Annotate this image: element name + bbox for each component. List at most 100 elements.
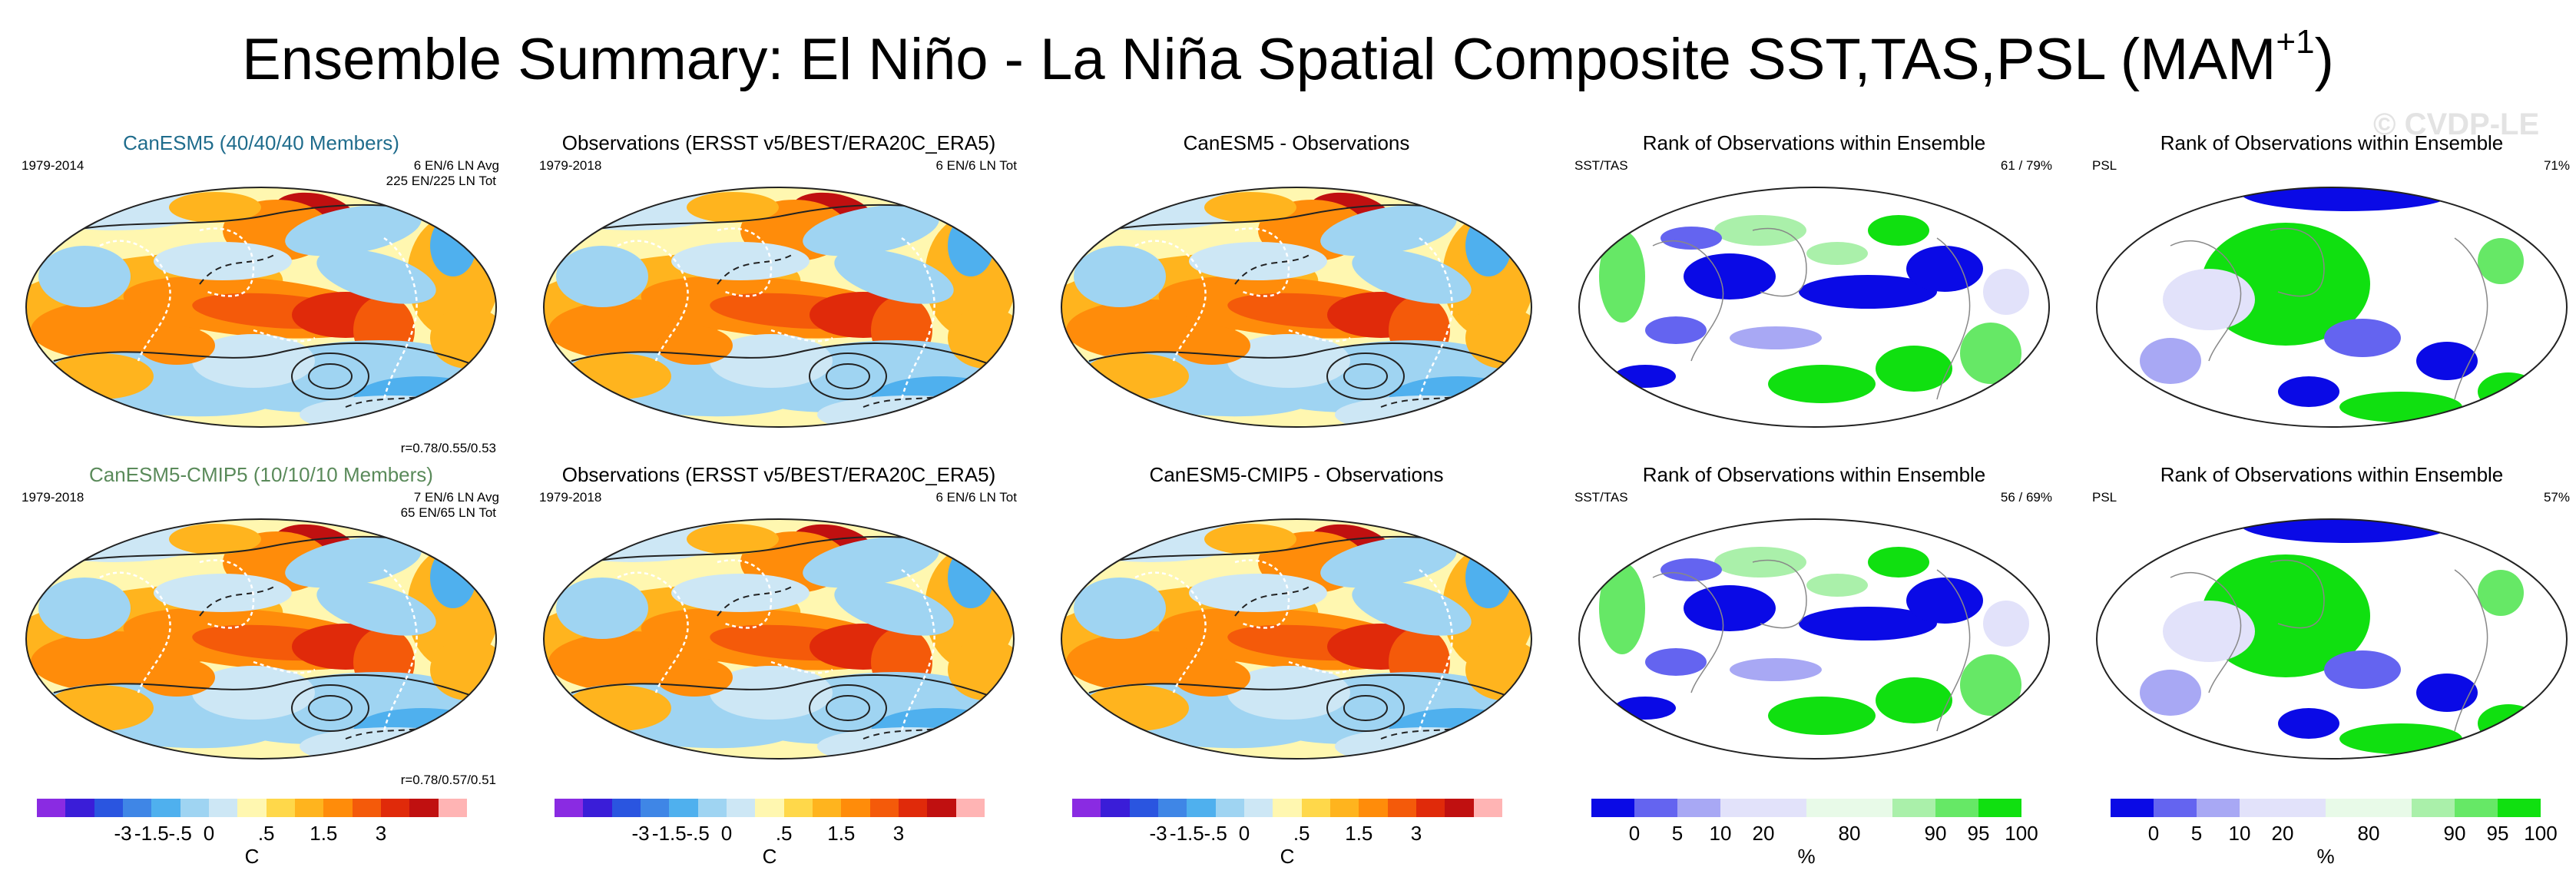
colorbar-swatch <box>1763 799 1806 817</box>
sst-anomaly-region <box>285 536 422 588</box>
panel-right-label: 7 EN/6 LN Avg <box>413 490 499 505</box>
colorbar-tick-label: 0 <box>1628 822 1641 845</box>
sst-anomaly-region <box>138 326 215 365</box>
rank-region <box>1868 215 1929 246</box>
sst-anomaly-region <box>687 524 779 554</box>
colorbar-swatch <box>1187 799 1216 817</box>
psl-contours <box>1073 535 1520 740</box>
sst-anomaly-region <box>46 685 154 731</box>
colorbar-tick-label: -1.5 <box>651 822 687 845</box>
rank-region <box>2240 519 2455 543</box>
colorbar-tick-label: 90 <box>1924 822 1947 845</box>
map-boundary <box>1061 187 1532 428</box>
rank-region <box>2416 342 2478 380</box>
sst-field <box>544 519 1014 759</box>
panel-title: Rank of Observations within Ensemble <box>1642 463 1986 486</box>
colorbar-tick-label: 0 <box>720 822 733 845</box>
colorbar-swatch <box>2197 799 2240 817</box>
panel-left-label: SST/TAS <box>1574 158 1628 173</box>
panel-right-label: 71% <box>2543 158 2570 173</box>
panel-right-label-2: 65 EN/65 LN Tot <box>400 505 496 520</box>
colorbar-swatch <box>2369 799 2412 817</box>
colorbar-swatch <box>2283 799 2326 817</box>
sst-anomaly-region <box>834 581 954 636</box>
colorbar-swatch <box>151 799 180 817</box>
panel-left-label: 1979-2014 <box>22 158 84 173</box>
rank-region <box>1730 658 1822 681</box>
colorbar-tick-label: 0 <box>1238 822 1250 845</box>
colorbar-tick-label: 80 <box>1838 822 1861 845</box>
sst-anomaly-region <box>1174 326 1250 365</box>
sst-anomaly-region <box>1074 578 1166 639</box>
sst-field <box>1061 187 1531 427</box>
map-panel: Rank of Observations within Ensemble SST/… <box>1561 462 2068 800</box>
rank-region <box>1599 230 1645 323</box>
sst-anomaly-region <box>1465 547 1511 608</box>
rank-region <box>1876 346 1952 392</box>
figure-title: Ensemble Summary: El Niño - La Niña Spat… <box>242 23 2334 92</box>
sst-anomaly-region <box>430 547 476 608</box>
sst-anomaly-region <box>1352 249 1472 304</box>
panel-title: CanESM5-CMIP5 (10/10/10 Members) <box>89 463 433 486</box>
panel-right-label: 57% <box>2543 490 2570 505</box>
colorbar-swatch <box>2326 799 2369 817</box>
colorbar-swatch <box>755 799 784 817</box>
colorbar-swatch <box>611 799 641 817</box>
panel-right-label: 6 EN/6 LN Tot <box>935 158 1017 173</box>
rank-region <box>2478 570 2524 616</box>
panel-left-label: 1979-2018 <box>539 490 602 505</box>
sst-anomaly-region <box>710 334 833 388</box>
sst-field <box>26 187 496 427</box>
colorbar-swatch <box>352 799 381 817</box>
sst-anomaly-region <box>1320 204 1457 257</box>
colorbar-tick-label: -.5 <box>1204 822 1227 845</box>
colorbar-swatch <box>669 799 698 817</box>
colorbar-swatch <box>37 799 66 817</box>
sst-anomaly-region <box>316 581 436 636</box>
colorbar-swatch <box>1473 799 1502 817</box>
sst-anomaly-region <box>1227 666 1350 720</box>
rank-region <box>1806 242 1868 265</box>
colorbar-tick-label: .5 <box>1293 822 1310 845</box>
rank-region <box>2140 670 2201 716</box>
land-outlines <box>2170 559 2488 732</box>
colorbar-tick-label: -3 <box>114 822 132 845</box>
colorbar-swatch <box>1215 799 1244 817</box>
rank-region <box>1714 215 1806 246</box>
map-svg <box>543 187 1015 428</box>
map-boundary <box>1578 518 2050 760</box>
colorbar-swatch <box>1157 799 1187 817</box>
colorbar-tick-label: 80 <box>2357 822 2380 845</box>
colorbar-swatch <box>438 799 467 817</box>
map-boundary <box>25 187 497 428</box>
colorbar-swatch <box>208 799 238 817</box>
sst-anomaly-region <box>948 547 994 608</box>
colorbar-swatch <box>898 799 928 817</box>
map-svg <box>1578 518 2050 760</box>
sst-anomaly-region <box>430 215 476 276</box>
panel-right-label: 56 / 69% <box>2000 490 2052 505</box>
panel-left-label: 1979-2018 <box>539 158 602 173</box>
sst-anomaly-region <box>1074 246 1166 307</box>
colorbar: -3 -1.5 -.5 0 .5 1.5 3 C <box>1072 799 1502 875</box>
sst-anomaly-region <box>1204 192 1296 223</box>
map-boundary <box>2096 187 2568 428</box>
sst-anomaly-region <box>38 578 131 639</box>
rank-region <box>1614 697 1676 720</box>
map-panel: CanESM5-CMIP5 - Observations <box>1043 462 1550 800</box>
colorbar-tick-label: -3 <box>1149 822 1167 845</box>
sst-anomaly-region <box>834 249 954 304</box>
panel-title: Observations (ERSST v5/BEST/ERA20C_ERA5) <box>561 131 996 154</box>
sst-anomaly-region <box>687 192 779 223</box>
colorbar-tick-label: 0 <box>2147 822 2160 845</box>
colorbar-tick-label: 1.5 <box>827 822 856 845</box>
pattern-correlation: r=0.78/0.57/0.51 <box>400 773 496 787</box>
rank-region <box>2240 187 2455 211</box>
colorbar-tick-label: -3 <box>631 822 650 845</box>
rank-field <box>1579 187 2049 427</box>
rank-field <box>2097 519 2567 759</box>
colorbar-swatch <box>1978 799 2021 817</box>
land-outlines <box>1652 227 1971 400</box>
colorbar-swatch <box>697 799 727 817</box>
rank-region <box>1868 547 1929 578</box>
